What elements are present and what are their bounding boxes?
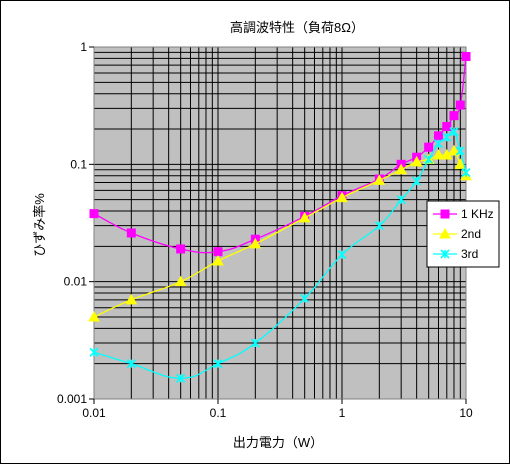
series-1-point (410, 155, 423, 167)
series-0-point (442, 122, 452, 132)
series-0-point (126, 228, 136, 238)
series-2-point (89, 347, 99, 357)
series-2-point (213, 359, 223, 369)
series-0-point (176, 244, 186, 254)
series-1-point (432, 149, 445, 160)
series-2-point (300, 293, 310, 303)
series-2-point (442, 132, 452, 142)
series-1-point (298, 211, 311, 223)
legend-marker-1 (439, 227, 451, 239)
series-0-point (433, 131, 443, 141)
series-2-point (396, 195, 406, 205)
series-line-0 (93, 56, 467, 254)
series-1-point (174, 275, 187, 287)
series-2-point (455, 146, 465, 156)
x-axis-title: 出力電力（W） (233, 435, 323, 450)
series-2-point (412, 176, 422, 186)
series-1-point (125, 293, 138, 305)
chart-title: 高調波特性（負荷8Ω） (230, 20, 364, 35)
series-2-point (374, 221, 384, 231)
legend-label-2: 3rd (461, 247, 478, 261)
y-tick-label: 0.1 (70, 157, 87, 171)
series-0-point (89, 209, 99, 219)
series-2-point (433, 139, 444, 149)
y-tick-label: 0.001 (57, 392, 87, 406)
series-2-point (250, 338, 260, 348)
legend-marker-0 (440, 209, 450, 219)
series-2-point (424, 154, 434, 165)
legend-label-1: 2nd (461, 227, 481, 241)
series-2-point (449, 127, 459, 137)
series-1-point (373, 174, 386, 185)
x-tick-label: 10 (459, 406, 473, 420)
y-tick-label: 1 (80, 40, 87, 54)
series-0-point (213, 247, 223, 257)
series-0-point (449, 111, 459, 121)
x-tick-label: 0.1 (210, 406, 227, 420)
x-tick-label: 0.01 (82, 406, 106, 420)
series-2-point (337, 250, 347, 260)
series-1-point (395, 163, 408, 175)
series-1-point (448, 144, 460, 156)
series-0-point (424, 142, 434, 152)
series-1-point (336, 191, 348, 203)
legend-marker-2 (440, 249, 450, 259)
series-1-point (249, 237, 262, 249)
y-axis-title: ひずみ率% (32, 193, 47, 257)
plot-area (94, 47, 466, 399)
legend-label-0: 1 KHz (461, 207, 494, 221)
series-1-point (212, 254, 224, 266)
y-tick-label: 0.01 (64, 275, 88, 289)
series-line-2 (93, 130, 467, 379)
series-2-point (461, 168, 471, 178)
x-tick-label: 1 (339, 406, 346, 420)
series-0-point (461, 51, 471, 61)
series-2-point (176, 373, 186, 383)
series-2-point (126, 359, 136, 369)
series-0-point (455, 100, 465, 110)
series-1-point (88, 310, 100, 322)
series-1-point (454, 158, 467, 169)
